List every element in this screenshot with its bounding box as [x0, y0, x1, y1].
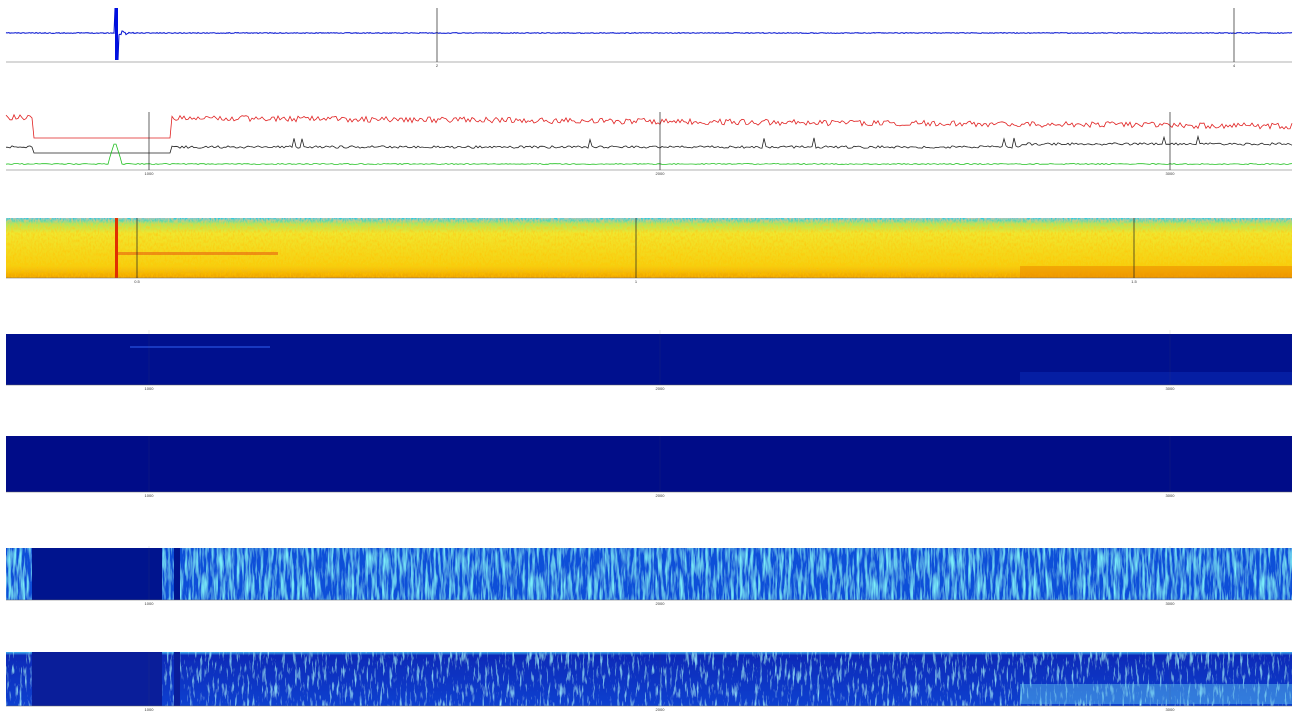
- silence-block: [32, 548, 162, 600]
- tick-label: 1000: [145, 707, 155, 712]
- spectrogram-band: [1020, 372, 1292, 385]
- tick-label: 3000: [1166, 493, 1176, 498]
- waveform: [5, 7, 1293, 61]
- feature-line: [5, 134, 1293, 154]
- tick-label: 2000: [656, 493, 666, 498]
- tick-label: 3000: [1166, 386, 1176, 391]
- tick-label: 2000: [656, 601, 666, 606]
- tick-label: 1: [635, 279, 638, 284]
- silence-block: [174, 548, 180, 600]
- silence-block: [32, 652, 162, 706]
- silence-block: [174, 652, 180, 706]
- tick-label: 0.5: [134, 279, 140, 284]
- spectrogram-band: [1020, 684, 1292, 704]
- tick-label: 2000: [656, 386, 666, 391]
- tick-label: 2000: [656, 707, 666, 712]
- waveform-spike: [115, 8, 118, 60]
- tick-label: 4: [1233, 63, 1236, 68]
- tick-label: 1000: [145, 386, 155, 391]
- tick-label: 1.5: [1131, 279, 1137, 284]
- tick-label: 1000: [145, 493, 155, 498]
- feature-line: [5, 143, 1293, 165]
- spectrogram: [6, 436, 1292, 492]
- spectrogram-onset: [115, 218, 118, 278]
- spectrogram-tail: [118, 252, 278, 255]
- tick-label: 3000: [1166, 601, 1176, 606]
- tick-label: 2000: [656, 171, 666, 176]
- tick-label: 1000: [145, 601, 155, 606]
- tick-label: 1000: [145, 171, 155, 176]
- tick-label: 3000: [1166, 707, 1176, 712]
- panels: [6, 218, 1292, 706]
- tick-label: 2: [436, 63, 439, 68]
- tick-label: 3000: [1166, 171, 1176, 176]
- spectrogram-band: [1020, 266, 1292, 278]
- spectrogram: [6, 652, 1292, 706]
- spectrogram: [6, 548, 1292, 600]
- spectrogram-tail: [130, 346, 270, 348]
- feature-line: [5, 113, 1293, 139]
